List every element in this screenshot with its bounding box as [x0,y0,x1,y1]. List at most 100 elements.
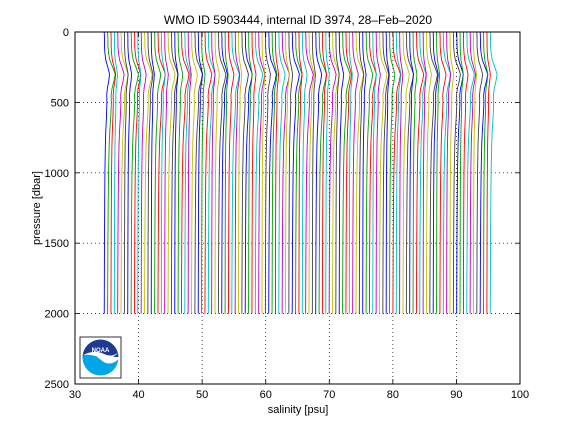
y-axis-label: pressure [dbar] [31,171,43,245]
profile-line [231,31,240,314]
axes-frame [74,31,521,385]
profile-line [157,31,166,314]
y-tick-labels: 0 500 1000 1500 2000 2500 [45,27,69,391]
profile-line [419,31,427,314]
noaa-logo: NOAA [79,336,122,379]
x-tick-label: 90 [450,389,462,401]
profile-line [191,31,198,314]
profile-line [248,31,253,314]
profile-line [399,31,404,314]
profile-line [358,31,365,314]
profile-line [355,31,364,314]
profile-line [130,31,139,314]
profile-line [224,31,229,314]
profile-line [268,31,277,314]
x-tick-label: 60 [260,389,272,401]
profile-line [251,31,257,314]
chart-title: WMO ID 5903444, internal ID 3974, 28–Feb… [164,13,432,27]
profile-line [204,31,213,314]
profile-line [264,31,271,314]
profile-line [452,31,461,314]
y-tick-label: 2000 [45,309,69,321]
profile-line [234,31,241,314]
profile-line [174,31,179,314]
profile-line [298,31,303,314]
profile-line [117,31,125,314]
profile-line [368,31,377,314]
profile-line [335,31,340,314]
x-tick-label: 40 [132,389,144,401]
profile-line [489,31,498,314]
profile-line [154,31,162,314]
profile-line [308,31,315,314]
x-axis-label: salinity [psu] [268,404,329,416]
profile-line [197,31,203,314]
profile-line [123,31,129,314]
logo-sea [82,354,119,376]
profile-line [127,31,133,314]
profile-line [479,31,489,314]
profile-line [375,31,381,314]
profile-line [389,31,396,314]
profile-line [402,31,410,314]
profile-line [140,31,147,314]
x-tick-label: 50 [196,389,208,401]
profile-line [147,31,154,314]
profile-lines [103,31,498,314]
axes-background [75,32,520,384]
profile-line [362,31,367,314]
profile-line [137,31,142,314]
logo-text: NOAA [92,348,110,354]
profile-line [194,31,203,314]
profile-line [301,31,308,314]
profile-line [150,31,155,314]
profile-line [211,31,216,314]
profile-line [348,31,353,314]
profile-line [184,31,191,314]
profile-line [379,31,388,314]
profile-line [285,31,290,314]
y-tick-label: 2500 [45,379,69,391]
profile-line [295,31,303,314]
profile-line [462,31,469,314]
profile-line [113,31,118,314]
profile-line [201,31,206,314]
profile-line [221,31,228,314]
profile-line [476,31,484,314]
profile-line [432,31,439,314]
profile-line [436,31,441,314]
profile-line [241,31,249,314]
profile-line [258,31,266,314]
profile-line [187,31,192,314]
profile-line [281,31,290,314]
profile-line [385,31,390,314]
profile-line [449,31,455,314]
profile-line [325,31,330,314]
profile-line [473,31,477,314]
x-tick-labels: 30 40 50 60 70 80 90 100 [69,389,529,401]
profile-line [271,31,278,314]
profile-line [456,31,464,314]
profile-line [254,31,264,314]
profile-line [305,31,314,314]
profile-line [238,31,243,314]
profile-line [120,31,129,314]
profile-line [446,31,452,314]
profile-line [439,31,447,314]
profile-line [429,31,438,314]
profile-line [134,31,142,314]
profile-line [227,31,235,314]
tick-marks [74,31,521,385]
x-tick-label: 100 [511,389,529,401]
profile-line [103,31,111,314]
profile-line [288,31,294,314]
profile-line [486,31,491,314]
profile-line [352,31,359,314]
profile-line [405,31,414,314]
profile-line [332,31,340,314]
profile-line [415,31,425,314]
profile-line [107,31,116,314]
profile-line [170,31,179,314]
profile-line [466,31,475,314]
